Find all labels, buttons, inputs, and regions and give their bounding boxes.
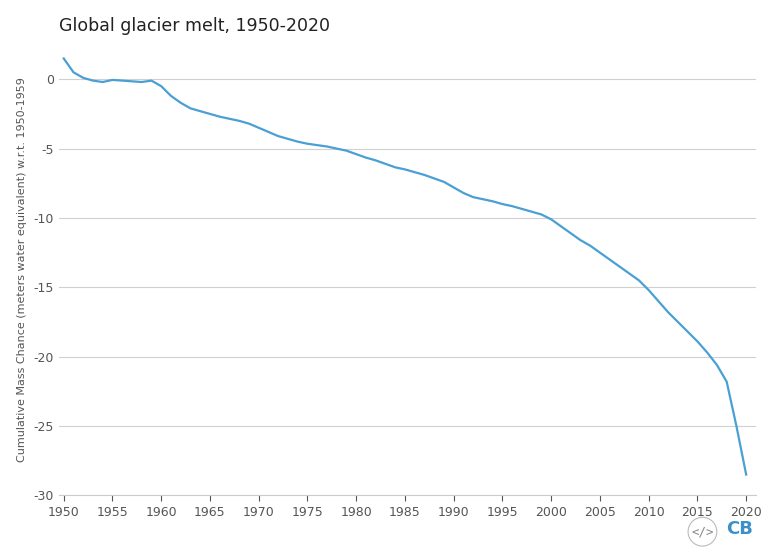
Text: CB: CB (726, 520, 753, 538)
Text: </>: </> (691, 525, 714, 538)
Text: Global glacier melt, 1950-2020: Global glacier melt, 1950-2020 (58, 17, 330, 35)
Y-axis label: Cumulative Mass Chance (meters water equivalent) w.r.t. 1950-1959: Cumulative Mass Chance (meters water equ… (16, 77, 27, 463)
